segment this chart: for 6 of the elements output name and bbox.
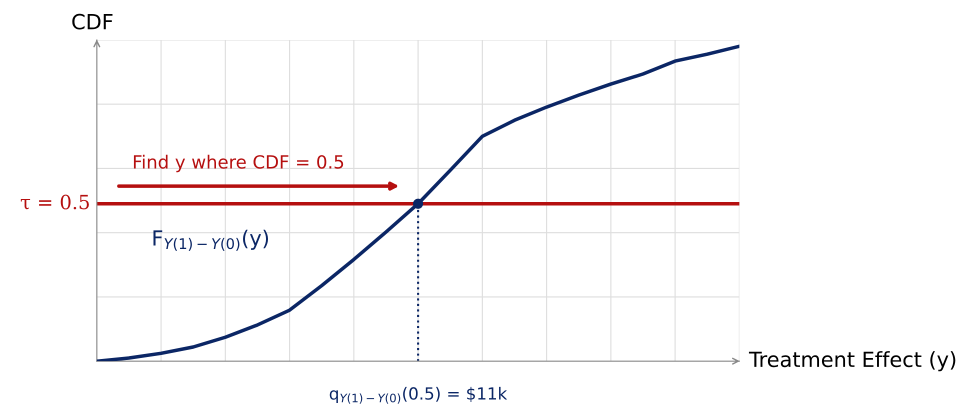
ref-line-label: τ = 0.5 <box>20 194 89 210</box>
x-axis-title: Treatment Effect (y) <box>748 351 956 372</box>
y-axis-title: CDF <box>72 14 112 30</box>
text: q$_{Y(1)−Y(0)}$(0.5) = $11k <box>330 386 508 404</box>
text: F$_{Y(1)−Y(0)}$(y) <box>153 230 268 251</box>
annotation: Find y where CDF = 0.5 <box>134 154 344 172</box>
